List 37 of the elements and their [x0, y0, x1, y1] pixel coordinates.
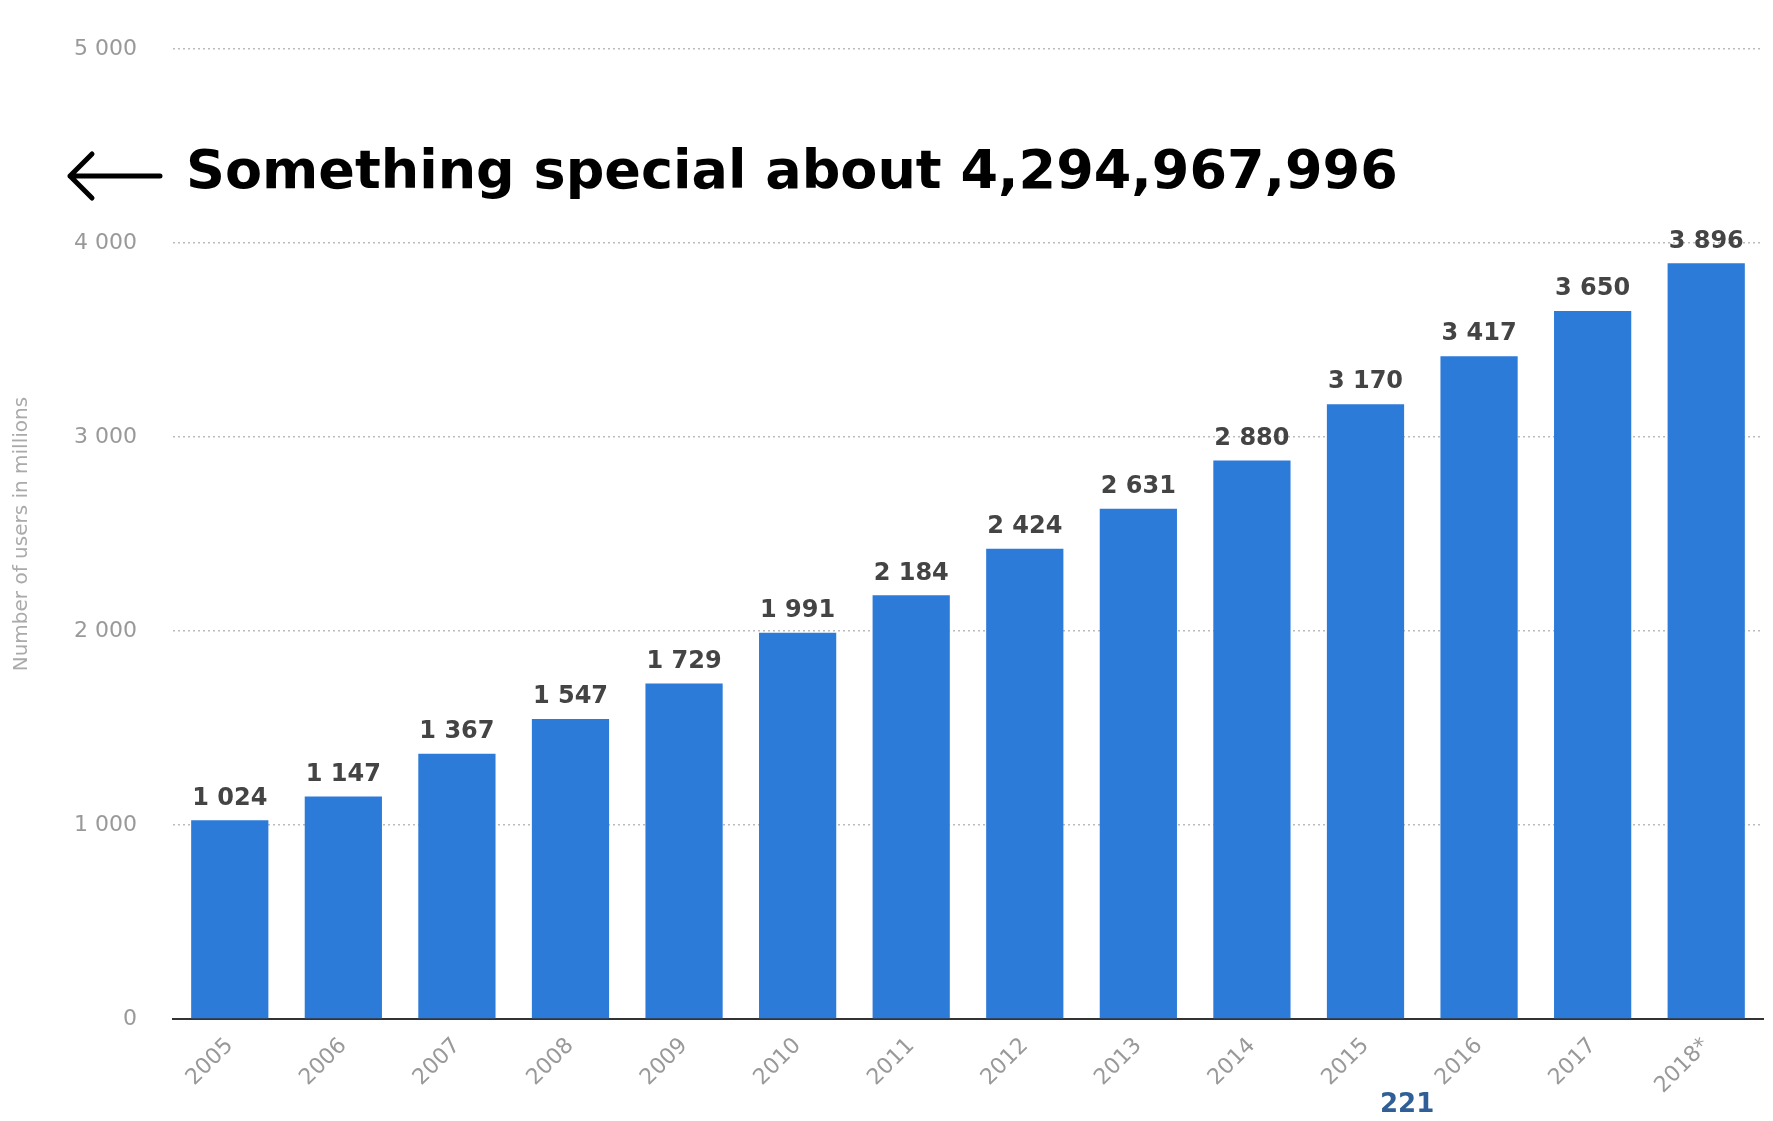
bar [1213, 460, 1291, 1019]
bar [1554, 311, 1632, 1019]
bar [1667, 263, 1745, 1019]
y-tick-label: 4 000 [74, 228, 137, 254]
annotation: Something special about 4,294,967,996 [186, 138, 1398, 201]
bar [645, 683, 723, 1019]
data-label: 3 650 [1555, 273, 1631, 302]
bar [1099, 508, 1177, 1019]
data-label: 1 547 [532, 681, 609, 710]
data-label: 1 024 [192, 782, 268, 811]
bar [759, 632, 837, 1019]
y-tick-label: 0 [122, 1004, 137, 1030]
bar [1326, 404, 1405, 1019]
data-label: 2 184 [873, 557, 949, 586]
data-label: 2 631 [1100, 470, 1176, 499]
bar [872, 595, 950, 1019]
data-label: 2 424 [987, 511, 1063, 540]
data-label: 2 880 [1214, 422, 1290, 451]
data-label: 1 147 [305, 758, 381, 787]
y-tick-label: 3 000 [74, 422, 137, 448]
data-label: 3 896 [1668, 225, 1744, 254]
bar [531, 718, 610, 1019]
data-label: 1 991 [760, 595, 836, 624]
data-label: 3 417 [1441, 318, 1517, 347]
data-label: 1 729 [646, 645, 722, 674]
y-tick-label: 5 000 [74, 34, 137, 60]
text: 221 [1380, 1088, 1435, 1118]
bar [1440, 356, 1518, 1019]
data-label: 1 367 [419, 716, 495, 745]
data-label: 3 170 [1327, 366, 1404, 395]
bar [304, 796, 382, 1019]
y-axis-title: Number of users in millions [8, 396, 33, 672]
bar [986, 548, 1064, 1019]
y-tick-label: 1 000 [74, 810, 137, 836]
bar [191, 820, 269, 1019]
y-tick-label: 2 000 [74, 616, 137, 642]
bar [418, 753, 496, 1019]
